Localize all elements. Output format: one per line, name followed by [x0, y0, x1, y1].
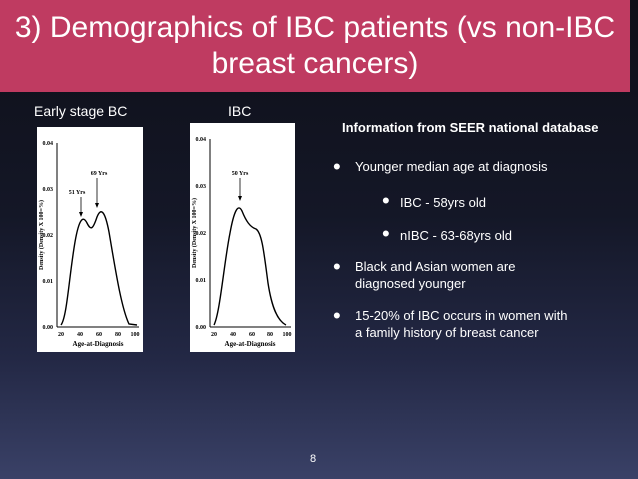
ibc-ytick-0: 0.00	[196, 325, 207, 331]
early-xlabel: Age-at-Diagnosis	[73, 340, 124, 348]
early-ylabel: Density (Density X 100=%)	[38, 200, 45, 270]
ibc-xtick-1: 40	[230, 332, 236, 338]
early-xtick-4: 100	[131, 332, 140, 338]
early-ytick-1: 0.01	[43, 279, 54, 285]
early-xtick-1: 40	[77, 332, 83, 338]
ibc-ytick-1: 0.01	[196, 278, 207, 284]
ibc-chart: 0.00 0.01 0.02 0.03 0.04 Density (Densit…	[190, 123, 295, 352]
ibc-ytick-3: 0.03	[196, 184, 207, 190]
early-xtick-2: 60	[96, 332, 102, 338]
early-ytick-2: 0.02	[43, 233, 54, 239]
title-bar: 3) Demographics of IBC patients (vs non-…	[0, 0, 630, 92]
slide-title: 3) Demographics of IBC patients (vs non-…	[14, 11, 616, 80]
ibc-xtick-4: 100	[283, 332, 292, 338]
early-ytick-3: 0.03	[43, 187, 54, 193]
early-stage-chart: 0.00 0.01 0.02 0.03 0.04 Density (Densit…	[37, 127, 143, 352]
early-density-curve	[60, 211, 138, 326]
early-xtick-0: 20	[58, 332, 64, 338]
ibc-ytick-4: 0.04	[196, 137, 207, 143]
page-number: 8	[310, 453, 317, 465]
ibc-ylabel: Density (Density X 100=%)	[191, 198, 198, 268]
info-heading: Information from SEER national database	[342, 120, 599, 135]
bullet-dot: •	[333, 154, 341, 179]
ibc-ytick-2: 0.02	[196, 231, 207, 237]
bullet-dot: •	[333, 254, 341, 279]
bullet-dot: •	[333, 303, 341, 328]
early-ytick-0: 0.00	[43, 325, 54, 331]
early-annot-51: 51 Yrs	[69, 190, 86, 196]
bullet-ibc-age: IBC - 58yrs old	[400, 195, 486, 210]
ibc-xtick-2: 60	[249, 332, 255, 338]
bullet-dot: •	[382, 188, 390, 213]
bullet-black-asian-line1: Black and Asian women are	[355, 259, 516, 274]
ibc-density-curve	[213, 207, 287, 326]
early-stage-label: Early stage BC	[34, 103, 128, 119]
ibc-annot-50: 50 Yrs	[232, 171, 249, 177]
bullet-family-history-line1: 15-20% of IBC occurs in women with	[355, 308, 568, 323]
ibc-xtick-0: 20	[211, 332, 217, 338]
bullet-family-history-line2: a family history of breast cancer	[355, 325, 539, 340]
early-xtick-3: 80	[115, 332, 121, 338]
ibc-xlabel: Age-at-Diagnosis	[225, 340, 276, 348]
bullet-nibc-age: nIBC - 63-68yrs old	[400, 228, 512, 243]
bullet-median-age: Younger median age at diagnosis	[355, 159, 548, 174]
early-annot-69: 69 Yrs	[91, 171, 108, 177]
bullet-dot: •	[382, 221, 390, 246]
early-ytick-4: 0.04	[43, 141, 54, 147]
bullet-black-asian-line2: diagnosed younger	[355, 276, 466, 291]
ibc-xtick-3: 80	[267, 332, 273, 338]
ibc-label: IBC	[228, 103, 252, 119]
